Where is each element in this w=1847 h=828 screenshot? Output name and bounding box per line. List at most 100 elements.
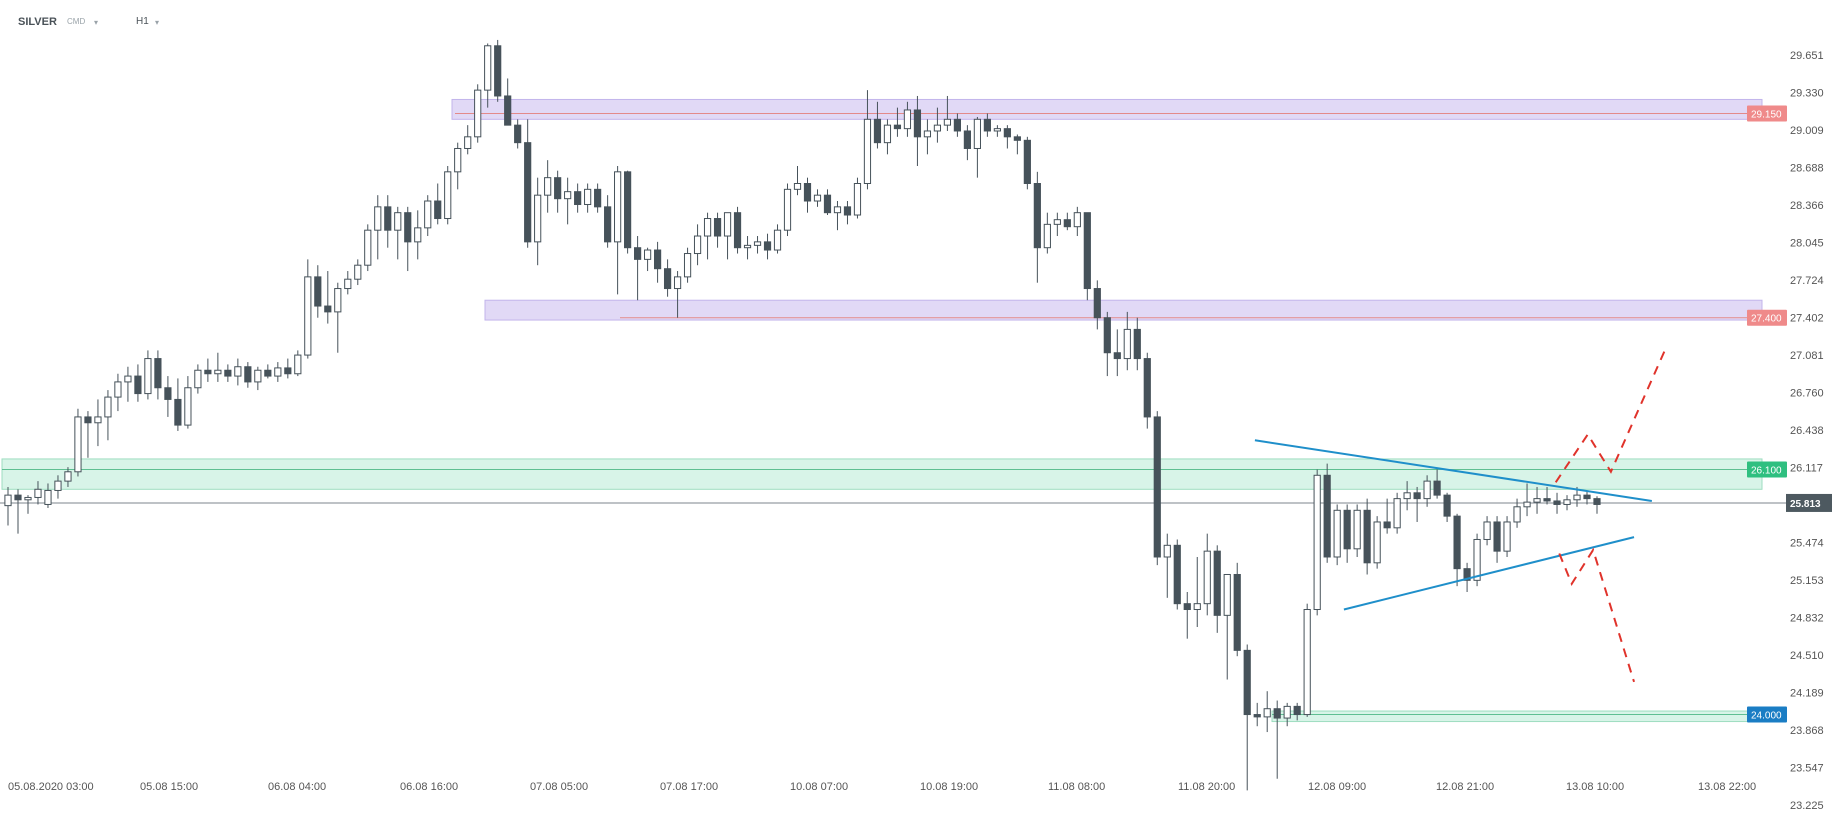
candle-bullish bbox=[1503, 521, 1511, 552]
candle-bullish bbox=[44, 489, 52, 505]
candle-bearish bbox=[1363, 509, 1371, 564]
candle-bullish bbox=[773, 229, 782, 251]
candle-bullish bbox=[1513, 506, 1521, 523]
candle-bullish bbox=[1403, 492, 1411, 500]
candle-bearish bbox=[1243, 649, 1251, 716]
y-axis-tick: 24.189 bbox=[1790, 687, 1824, 699]
level-tag-bg bbox=[1747, 309, 1787, 326]
candle-bearish bbox=[1063, 219, 1071, 228]
candle-bearish bbox=[244, 366, 252, 383]
candle-bearish bbox=[1273, 708, 1281, 719]
x-axis-label: 10.08 19:00 bbox=[920, 781, 978, 793]
candle-bullish bbox=[833, 206, 842, 214]
chevron-down-icon[interactable]: ▾ bbox=[94, 18, 99, 27]
candle-bullish bbox=[184, 387, 192, 426]
y-axis-tick: 26.760 bbox=[1790, 387, 1824, 399]
y-axis-tick: 29.330 bbox=[1790, 87, 1824, 99]
candle-bullish bbox=[683, 253, 692, 278]
candle-bullish bbox=[853, 183, 862, 216]
candle-bullish bbox=[34, 488, 42, 498]
candle-bullish bbox=[294, 354, 302, 375]
candle-bearish bbox=[913, 109, 922, 138]
candle-bullish bbox=[374, 206, 382, 231]
candle-bullish bbox=[544, 177, 552, 196]
chevron-down-icon[interactable]: ▾ bbox=[155, 18, 160, 27]
y-axis-tick: 24.510 bbox=[1790, 650, 1824, 662]
trendline-lower bbox=[1343, 536, 1635, 611]
x-axis-label: 07.08 17:00 bbox=[660, 781, 718, 793]
trendline-upper bbox=[1254, 439, 1652, 502]
candle-bullish bbox=[394, 212, 402, 231]
candle-bullish bbox=[1333, 509, 1341, 558]
candle-bearish bbox=[1323, 474, 1331, 558]
candle-bearish bbox=[1153, 416, 1161, 558]
candle-bearish bbox=[1583, 494, 1591, 500]
candle-bullish bbox=[813, 194, 822, 202]
candle-bearish bbox=[1103, 317, 1111, 354]
candle-bearish bbox=[1593, 498, 1601, 505]
candle-bearish bbox=[514, 124, 522, 144]
x-axis-label: 10.08 07:00 bbox=[790, 781, 848, 793]
candle-bearish bbox=[663, 268, 672, 290]
candle-bullish bbox=[114, 381, 122, 398]
y-axis-tick: 28.045 bbox=[1790, 237, 1824, 249]
candle-bullish bbox=[943, 118, 952, 126]
candle-bullish bbox=[4, 494, 12, 507]
candle-bearish bbox=[1443, 494, 1451, 517]
candle-bearish bbox=[604, 206, 612, 243]
candle-bearish bbox=[434, 200, 442, 220]
candle-bearish bbox=[1253, 714, 1261, 718]
candle-bullish bbox=[484, 45, 492, 91]
candle-bearish bbox=[1083, 212, 1091, 290]
level-tag-label: 26.100 bbox=[1751, 465, 1782, 476]
x-axis-label: 13.08 22:00 bbox=[1698, 781, 1756, 793]
candle-bullish bbox=[144, 358, 152, 395]
y-axis-tick: 27.724 bbox=[1790, 275, 1824, 287]
candle-bullish bbox=[1483, 521, 1491, 540]
candle-bearish bbox=[763, 241, 772, 251]
candle-bullish bbox=[1053, 219, 1061, 225]
candle-bullish bbox=[1373, 521, 1381, 564]
candle-bullish bbox=[1163, 544, 1171, 558]
level-zone-2 bbox=[1, 458, 1763, 490]
candle-bearish bbox=[893, 124, 902, 130]
candle-bullish bbox=[1123, 328, 1131, 360]
candle-bullish bbox=[1423, 480, 1431, 500]
candle-bearish bbox=[1133, 328, 1141, 360]
candle-bearish bbox=[494, 45, 502, 97]
level-tag-label: 29.150 bbox=[1751, 109, 1782, 120]
candle-bearish bbox=[134, 375, 142, 395]
candle-bullish bbox=[1283, 705, 1291, 719]
symbol-selector[interactable]: SILVER bbox=[18, 16, 57, 28]
candle-bullish bbox=[354, 264, 362, 280]
candle-bearish bbox=[634, 247, 642, 260]
candle-bullish bbox=[1473, 538, 1481, 581]
candle-bullish bbox=[474, 89, 482, 138]
candle-bearish bbox=[653, 249, 662, 270]
y-axis-tick: 28.688 bbox=[1790, 162, 1824, 174]
candle-bullish bbox=[194, 369, 202, 389]
candle-bearish bbox=[174, 398, 182, 426]
candle-bullish bbox=[104, 396, 112, 418]
candle-bearish bbox=[284, 367, 292, 375]
candle-bearish bbox=[1213, 550, 1221, 616]
candle-bullish bbox=[274, 367, 282, 377]
candle-bearish bbox=[953, 118, 962, 132]
candle-bearish bbox=[574, 191, 582, 206]
candle-bearish bbox=[594, 188, 602, 208]
candle-bearish bbox=[224, 369, 232, 377]
candle-bearish bbox=[1143, 358, 1151, 418]
candle-bullish bbox=[424, 200, 432, 229]
candle-bullish bbox=[74, 416, 82, 473]
y-axis-tick: 26.117 bbox=[1790, 462, 1823, 474]
candle-bearish bbox=[983, 118, 991, 132]
x-axis-label: 11.08 08:00 bbox=[1048, 781, 1105, 793]
timeframe-selector[interactable]: H1 bbox=[136, 16, 149, 27]
candle-bullish bbox=[723, 212, 732, 237]
level-tag-bg bbox=[1747, 461, 1787, 478]
candle-bullish bbox=[334, 288, 342, 313]
candle-bullish bbox=[883, 124, 892, 144]
candle-bullish bbox=[54, 480, 62, 491]
candle-bearish bbox=[713, 218, 722, 237]
